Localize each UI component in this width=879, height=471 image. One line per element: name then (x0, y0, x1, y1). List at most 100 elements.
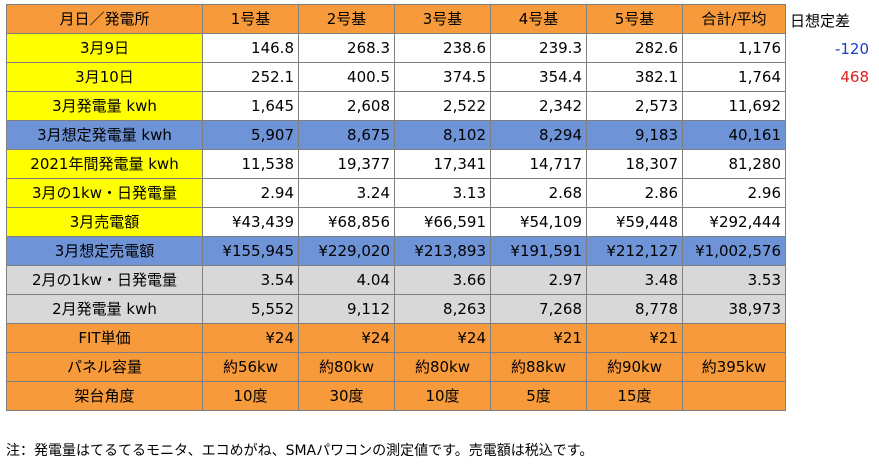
table-cell[interactable]: 3.53 (682, 265, 786, 295)
row-label[interactable]: 3月想定発電量 kwh (6, 120, 203, 150)
table-cell[interactable]: ¥191,591 (490, 236, 587, 266)
row-label[interactable]: 2021年間発電量 kwh (6, 149, 203, 179)
table-cell[interactable]: 8,675 (298, 120, 395, 150)
table-cell[interactable]: 約88kw (490, 352, 587, 382)
table-cell[interactable]: 約80kw (298, 352, 395, 382)
row-label[interactable]: 架台角度 (6, 381, 203, 411)
table-cell[interactable]: ¥292,444 (682, 207, 786, 237)
table-cell[interactable]: ¥59,448 (586, 207, 683, 237)
table-cell[interactable]: ¥54,109 (490, 207, 587, 237)
table-cell[interactable]: ¥155,945 (202, 236, 299, 266)
row-label[interactable]: FIT単価 (6, 323, 203, 353)
row-label[interactable]: 3月発電量 kwh (6, 91, 203, 121)
table-cell[interactable]: ¥24 (202, 323, 299, 353)
table-cell[interactable]: 2,342 (490, 91, 587, 121)
table-cell[interactable]: 17,341 (394, 149, 491, 179)
table-cell[interactable]: ¥66,591 (394, 207, 491, 237)
table-cell[interactable]: 約80kw (394, 352, 491, 382)
header-cell[interactable]: 5号基 (586, 4, 683, 34)
side-value-diff-2[interactable]: 468 (840, 68, 869, 86)
table-cell[interactable]: 約56kw (202, 352, 299, 382)
table-cell[interactable]: 382.1 (586, 62, 683, 92)
row-label[interactable]: 3月10日 (6, 62, 203, 92)
table-cell[interactable]: 252.1 (202, 62, 299, 92)
table-cell[interactable] (682, 381, 786, 411)
header-cell[interactable]: 4号基 (490, 4, 587, 34)
table-cell[interactable]: 15度 (586, 381, 683, 411)
table-cell[interactable]: 8,778 (586, 294, 683, 324)
table-cell[interactable]: 5,907 (202, 120, 299, 150)
header-cell[interactable]: 合計/平均 (682, 4, 786, 34)
table-cell[interactable]: ¥24 (394, 323, 491, 353)
table-cell[interactable]: 2.94 (202, 178, 299, 208)
table-cell[interactable]: ¥21 (586, 323, 683, 353)
table-cell[interactable]: 1,764 (682, 62, 786, 92)
table-cell[interactable]: ¥21 (490, 323, 587, 353)
table-cell[interactable]: 268.3 (298, 33, 395, 63)
table-cell[interactable]: 2.86 (586, 178, 683, 208)
table-cell[interactable]: 7,268 (490, 294, 587, 324)
table-cell[interactable]: ¥68,856 (298, 207, 395, 237)
table-cell[interactable]: 1,176 (682, 33, 786, 63)
table-cell[interactable]: 374.5 (394, 62, 491, 92)
table-cell[interactable]: 2,573 (586, 91, 683, 121)
header-cell[interactable]: 1号基 (202, 4, 299, 34)
table-cell[interactable]: 40,161 (682, 120, 786, 150)
table-cell[interactable] (682, 323, 786, 353)
table-cell[interactable]: 8,102 (394, 120, 491, 150)
table-cell[interactable]: 2.97 (490, 265, 587, 295)
table-cell[interactable]: 146.8 (202, 33, 299, 63)
table-cell[interactable]: 282.6 (586, 33, 683, 63)
table-cell[interactable]: 約395kw (682, 352, 786, 382)
table-cell[interactable]: ¥43,439 (202, 207, 299, 237)
table-cell[interactable]: 3.24 (298, 178, 395, 208)
table-cell[interactable]: 18,307 (586, 149, 683, 179)
table-cell[interactable]: 9,112 (298, 294, 395, 324)
table-cell[interactable]: 8,294 (490, 120, 587, 150)
table-cell[interactable]: 9,183 (586, 120, 683, 150)
table-cell[interactable]: 10度 (394, 381, 491, 411)
table-cell[interactable]: 354.4 (490, 62, 587, 92)
table-cell[interactable]: 19,377 (298, 149, 395, 179)
table-cell[interactable]: 3.54 (202, 265, 299, 295)
side-value-diff-1[interactable]: -120 (834, 40, 869, 58)
table-cell[interactable]: 5,552 (202, 294, 299, 324)
row-label[interactable]: 3月売電額 (6, 207, 203, 237)
row-label[interactable]: 2月の1kw・日発電量 (6, 265, 203, 295)
table-cell[interactable]: ¥229,020 (298, 236, 395, 266)
row-label[interactable]: 3月の1kw・日発電量 (6, 178, 203, 208)
table-cell[interactable]: 3.13 (394, 178, 491, 208)
table-cell[interactable]: 11,692 (682, 91, 786, 121)
row-label[interactable]: 2月発電量 kwh (6, 294, 203, 324)
table-cell[interactable]: 5度 (490, 381, 587, 411)
row-label[interactable]: 3月想定売電額 (6, 236, 203, 266)
table-cell[interactable]: 11,538 (202, 149, 299, 179)
header-cell[interactable]: 月日／発電所 (6, 4, 203, 34)
row-label[interactable]: パネル容量 (6, 352, 203, 382)
table-cell[interactable]: ¥212,127 (586, 236, 683, 266)
row-label[interactable]: 3月9日 (6, 33, 203, 63)
table-cell[interactable]: 2,522 (394, 91, 491, 121)
table-cell[interactable]: 2.96 (682, 178, 786, 208)
table-cell[interactable]: 10度 (202, 381, 299, 411)
table-cell[interactable]: ¥24 (298, 323, 395, 353)
table-cell[interactable]: 2.68 (490, 178, 587, 208)
table-cell[interactable]: ¥213,893 (394, 236, 491, 266)
table-cell[interactable]: 1,645 (202, 91, 299, 121)
table-cell[interactable]: 30度 (298, 381, 395, 411)
table-cell[interactable]: ¥1,002,576 (682, 236, 786, 266)
table-cell[interactable]: 38,973 (682, 294, 786, 324)
table-cell[interactable]: 400.5 (298, 62, 395, 92)
table-cell[interactable]: 238.6 (394, 33, 491, 63)
table-cell[interactable]: 3.48 (586, 265, 683, 295)
table-cell[interactable]: 2,608 (298, 91, 395, 121)
side-title[interactable]: 日想定差 (790, 12, 851, 30)
table-cell[interactable]: 239.3 (490, 33, 587, 63)
table-cell[interactable]: 8,263 (394, 294, 491, 324)
table-cell[interactable]: 約90kw (586, 352, 683, 382)
header-cell[interactable]: 3号基 (394, 4, 491, 34)
header-cell[interactable]: 2号基 (298, 4, 395, 34)
table-cell[interactable]: 4.04 (298, 265, 395, 295)
table-cell[interactable]: 3.66 (394, 265, 491, 295)
table-cell[interactable]: 14,717 (490, 149, 587, 179)
